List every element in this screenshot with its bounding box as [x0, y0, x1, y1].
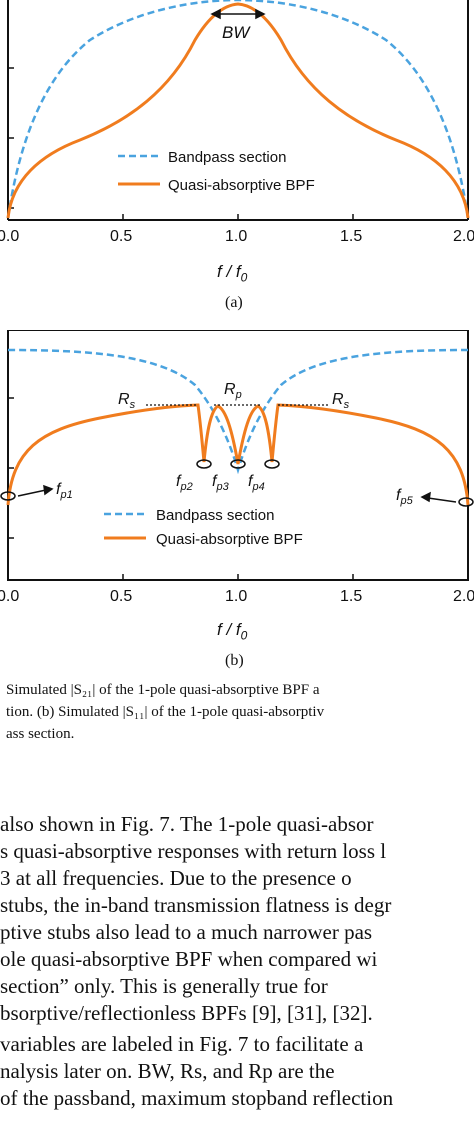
figure-caption-line-2: tion. (b) Simulated |S₁₁| of the 1-pole … — [6, 704, 325, 720]
figure-a-xtick-2: 1.0 — [225, 228, 248, 245]
figure-b-xtick-4: 2.0 — [453, 588, 474, 605]
figure-a: BW Bandpass section Quasi-absorptive BPF — [6, 0, 470, 221]
legend-b-quasi-label: Quasi-absorptive BPF — [156, 531, 303, 548]
paragraph-line-9: variables are labeled in Fig. 7 to facil… — [0, 1032, 364, 1056]
figure-b-quasi-curve — [6, 403, 470, 506]
figure-b-xlabel: f / f0 — [217, 620, 248, 643]
figure-b: Bandpass section Quasi-absorptive BPF Rs… — [0, 330, 474, 581]
label-rs-left: Rs — [118, 391, 136, 411]
label-fp2: fp2 — [176, 473, 193, 493]
paragraph-line-4: stubs, the in-band transmission flatness… — [0, 893, 392, 917]
paragraph-line-10: nalysis later on. BW, Rs, and Rp are the — [0, 1059, 335, 1083]
figure-a-xtick-1: 0.5 — [110, 228, 133, 245]
figure-b-xtick-1: 0.5 — [110, 588, 133, 605]
label-fp5: fp5 — [396, 487, 414, 507]
paragraph-line-8: bsorptive/reflectionless BPFs [9], [31],… — [0, 1001, 373, 1025]
label-fp1: fp1 — [56, 481, 73, 501]
paragraph-line-6: ole quasi-absorptive BPF when compared w… — [0, 947, 378, 971]
figure-caption-line-1: Simulated |S₂₁| of the 1-pole quasi-abso… — [6, 682, 320, 698]
paragraph-line-5: ptive stubs also lead to a much narrower… — [0, 920, 373, 944]
figure-b-xtick-0: 0.0 — [0, 588, 20, 605]
figure-b-xtick-3: 1.5 — [340, 588, 363, 605]
label-fp3: fp3 — [212, 473, 230, 493]
figure-a-quasi-curve — [6, 2, 470, 219]
label-fp4: fp4 — [248, 473, 265, 493]
figure-a-xlabel: f / f0 — [217, 262, 248, 285]
legend-a-quasi-label: Quasi-absorptive BPF — [168, 177, 315, 194]
figure-a-sublabel: (a) — [225, 294, 243, 311]
legend-b-bandpass-label: Bandpass section — [156, 507, 274, 524]
figure-a-bw-label: BW — [222, 23, 251, 42]
paragraph-line-3: 3 at all frequencies. Due to the presenc… — [0, 866, 352, 890]
paragraph-line-2: s quasi-absorptive responses with return… — [0, 839, 387, 863]
figure-b-xtick-2: 1.0 — [225, 588, 248, 605]
figure-a-xtick-4: 2.0 — [453, 228, 474, 245]
legend-a-bandpass-label: Bandpass section — [168, 149, 286, 166]
label-rp: Rp — [224, 381, 242, 401]
figure-a-xtick-3: 1.5 — [340, 228, 363, 245]
label-rs-right: Rs — [332, 391, 350, 411]
figure-a-bw-arrow — [210, 8, 266, 20]
paragraph-line-7: section” only. This is generally true fo… — [0, 974, 328, 998]
figure-b-bandpass-curve — [7, 348, 469, 475]
figure-caption-line-3: ass section. — [6, 726, 75, 742]
figure-b-sublabel: (b) — [225, 652, 244, 669]
paragraph-line-1: also shown in Fig. 7. The 1-pole quasi-a… — [0, 812, 374, 836]
figure-a-xtick-0: 0.0 — [0, 228, 20, 245]
paragraph-line-11: of the passband, maximum stopband reflec… — [0, 1086, 394, 1110]
